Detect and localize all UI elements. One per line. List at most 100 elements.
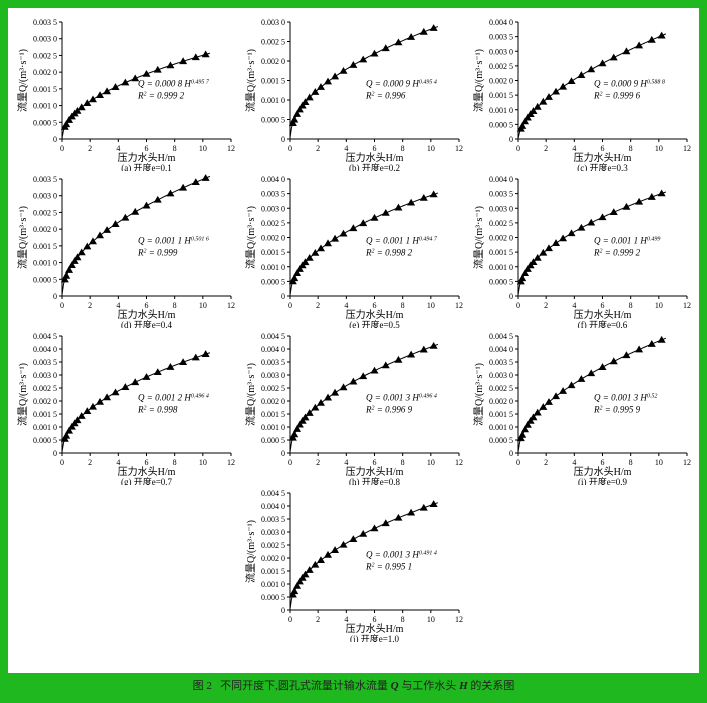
svg-text:0.003 5: 0.003 5 <box>33 358 57 367</box>
chart-panel-h: 02468101200.000 50.001 00.001 50.002 00.… <box>242 330 465 485</box>
svg-text:6: 6 <box>144 301 148 310</box>
svg-text:10: 10 <box>198 301 206 310</box>
svg-text:0.003 0: 0.003 0 <box>261 18 285 27</box>
chart-cell-b: 02468101200.000 50.001 00.001 50.002 00.… <box>242 16 465 171</box>
svg-text:0.003 0: 0.003 0 <box>33 371 57 380</box>
svg-text:0.001 0: 0.001 0 <box>261 96 285 105</box>
svg-text:0: 0 <box>516 301 520 310</box>
r2-text: R2 = 0.999 2 <box>593 247 641 257</box>
svg-text:0.001 0: 0.001 0 <box>489 263 513 272</box>
svg-text:6: 6 <box>372 458 376 467</box>
svg-text:0.001 0: 0.001 0 <box>33 102 57 111</box>
panel-sub-caption: (a) 开度e=0.1 <box>121 162 172 171</box>
svg-text:10: 10 <box>427 144 435 153</box>
svg-text:0.004 5: 0.004 5 <box>33 332 57 341</box>
svg-text:0: 0 <box>509 135 513 144</box>
r2-text: R2 = 0.998 <box>137 404 178 414</box>
svg-text:6: 6 <box>372 144 376 153</box>
svg-text:12: 12 <box>455 615 463 624</box>
svg-text:6: 6 <box>144 144 148 153</box>
panel-sub-caption: (i) 开度e=0.9 <box>578 476 628 485</box>
r2-text: R2 = 0.999 6 <box>593 90 641 100</box>
panel-sub-caption: (f) 开度e=0.6 <box>578 319 628 328</box>
svg-text:10: 10 <box>427 615 435 624</box>
svg-text:2: 2 <box>316 615 320 624</box>
svg-text:0.003 5: 0.003 5 <box>489 190 513 199</box>
svg-text:4: 4 <box>344 615 348 624</box>
svg-text:0.004 0: 0.004 0 <box>261 502 285 511</box>
figure-caption: 图 2 不同开度下,圆孔式流量计输水流量 Q 与工作水头 H 的关系图 <box>8 677 699 693</box>
chart-panel-e: 02468101200.000 50.001 00.001 50.002 00.… <box>242 173 465 328</box>
svg-text:0.001 0: 0.001 0 <box>33 259 57 268</box>
svg-text:0.001 0: 0.001 0 <box>33 423 57 432</box>
svg-text:10: 10 <box>655 458 663 467</box>
svg-text:0.001 0: 0.001 0 <box>261 263 285 272</box>
svg-text:0.000 5: 0.000 5 <box>33 275 57 284</box>
svg-text:0: 0 <box>288 301 292 310</box>
svg-text:0.003 0: 0.003 0 <box>33 192 57 201</box>
svg-text:10: 10 <box>655 144 663 153</box>
chart-cell-h: 02468101200.000 50.001 00.001 50.002 00.… <box>242 330 465 485</box>
svg-text:2: 2 <box>544 301 548 310</box>
svg-text:6: 6 <box>372 615 376 624</box>
chart-panel-f: 02468101200.000 50.001 00.001 50.002 00.… <box>470 173 693 328</box>
chart-cell-e: 02468101200.000 50.001 00.001 50.002 00.… <box>242 173 465 328</box>
equation-text: Q = 0.000 9 H0.588 8 <box>594 78 665 88</box>
svg-text:0: 0 <box>509 449 513 458</box>
svg-text:12: 12 <box>455 144 463 153</box>
svg-text:4: 4 <box>344 458 348 467</box>
r2-text: R2 = 0.995 1 <box>365 561 412 571</box>
chart-cell-j: 02468101200.000 50.001 00.001 50.002 00.… <box>242 487 465 642</box>
svg-text:0.002 0: 0.002 0 <box>33 397 57 406</box>
svg-text:8: 8 <box>172 458 176 467</box>
svg-text:0.003 0: 0.003 0 <box>261 528 285 537</box>
svg-text:0: 0 <box>53 292 57 301</box>
r2-text: R2 = 0.998 2 <box>365 247 413 257</box>
svg-text:0.004 0: 0.004 0 <box>261 345 285 354</box>
svg-text:0.001 0: 0.001 0 <box>261 580 285 589</box>
svg-text:8: 8 <box>172 301 176 310</box>
equation-text: Q = 0.000 8 H0.495 7 <box>138 78 210 88</box>
svg-text:0.003 5: 0.003 5 <box>261 358 285 367</box>
svg-text:0.002 5: 0.002 5 <box>489 384 513 393</box>
svg-text:0: 0 <box>53 135 57 144</box>
svg-text:4: 4 <box>573 301 577 310</box>
svg-text:0.004 5: 0.004 5 <box>261 489 285 498</box>
equation-text: Q = 0.001 1 H0.494 7 <box>366 235 438 245</box>
r2-text: R2 = 0.999 2 <box>137 90 185 100</box>
equation-text: Q = 0.001 1 H0.501 6 <box>138 235 209 245</box>
caption-h: H <box>459 680 468 692</box>
chart-cell-c: 02468101200.000 50.001 00.001 50.002 00.… <box>470 16 693 171</box>
y-axis-label: 流量Q/(m³·s⁻¹) <box>472 206 485 269</box>
svg-text:0.001 5: 0.001 5 <box>261 77 285 86</box>
svg-text:0: 0 <box>60 301 64 310</box>
svg-text:6: 6 <box>601 301 605 310</box>
svg-text:4: 4 <box>116 144 120 153</box>
svg-text:0.001 0: 0.001 0 <box>489 106 513 115</box>
svg-text:0.002 5: 0.002 5 <box>489 62 513 71</box>
svg-text:0.001 5: 0.001 5 <box>261 567 285 576</box>
svg-text:0: 0 <box>281 292 285 301</box>
last-row: 02468101200.000 50.001 00.001 50.002 00.… <box>242 487 465 642</box>
figure-container: 0 2 4 6 8 10 12 0 0.000 5 0.001 0 0.001 5 0.002 0 0.… <box>8 8 699 673</box>
svg-text:0.002 0: 0.002 0 <box>261 57 285 66</box>
panel-sub-caption: (d) 开度e=0.4 <box>121 319 173 328</box>
svg-text:0.003 5: 0.003 5 <box>489 358 513 367</box>
svg-text:0.002 5: 0.002 5 <box>33 208 57 217</box>
caption-q: Q <box>391 680 399 692</box>
r2-text: R2 = 0.996 <box>365 90 406 100</box>
svg-text:0.003 5: 0.003 5 <box>261 190 285 199</box>
svg-text:0.001 0: 0.001 0 <box>489 423 513 432</box>
svg-text:0.004 0: 0.004 0 <box>33 345 57 354</box>
y-axis-label: 流量Q/(m³·s⁻¹) <box>16 363 29 426</box>
svg-text:8: 8 <box>172 144 176 153</box>
y-axis-label: 流量Q/(m³·s⁻¹) <box>472 363 485 426</box>
chart-cell-a: 02468101200.000 50.001 00.001 50.002 00.… <box>14 16 237 171</box>
svg-text:12: 12 <box>227 144 235 153</box>
svg-text:2: 2 <box>544 458 548 467</box>
svg-text:10: 10 <box>427 458 435 467</box>
svg-text:0.000 5: 0.000 5 <box>261 593 285 602</box>
svg-text:0.002 5: 0.002 5 <box>261 541 285 550</box>
svg-text:0.000 5: 0.000 5 <box>489 120 513 129</box>
svg-text:8: 8 <box>629 144 633 153</box>
